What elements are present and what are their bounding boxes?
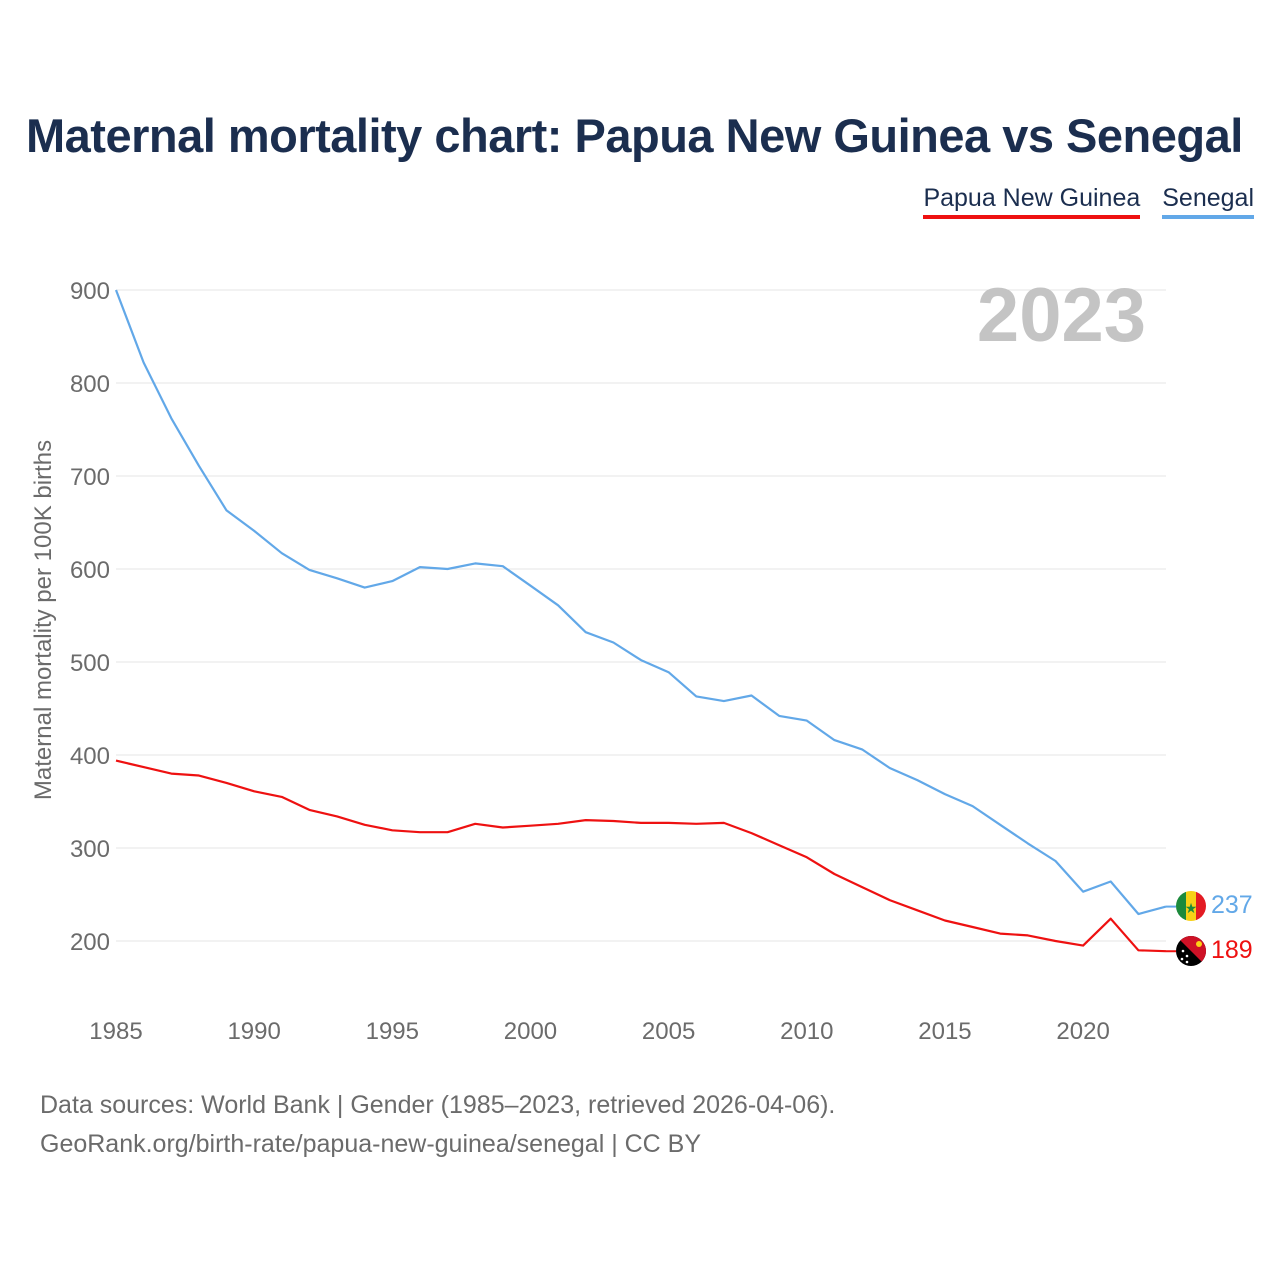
y-axis-ticks: 200 300 400 500 600 700 800 900 [70, 278, 110, 956]
x-tick-2010: 2010 [780, 1018, 833, 1045]
x-tick-2005: 2005 [642, 1018, 695, 1045]
x-tick-2000: 2000 [504, 1018, 557, 1045]
y-axis-label: Maternal mortality per 100K births [30, 440, 57, 800]
x-tick-1985: 1985 [89, 1018, 142, 1045]
data-source-note: Data sources: World Bank | Gender (1985–… [40, 1091, 836, 1119]
y-tick-400: 400 [70, 743, 110, 770]
x-tick-1990: 1990 [227, 1018, 280, 1045]
legend: Papua New Guinea Senegal [923, 184, 1254, 219]
series-line-papua-new-guinea [115, 759, 1167, 953]
y-tick-900: 900 [70, 278, 110, 305]
chart-title: Maternal mortality chart: Papua New Guin… [26, 109, 1243, 162]
end-value-senegal: 237 [1211, 891, 1253, 919]
legend-item-senegal[interactable]: Senegal [1162, 184, 1254, 219]
footer: Data sources: World Bank | Gender (1985–… [40, 1086, 835, 1164]
y-tick-800: 800 [70, 371, 110, 398]
svg-text:★: ★ [1185, 901, 1198, 917]
y-tick-700: 700 [70, 464, 110, 491]
y-tick-300: 300 [70, 836, 110, 863]
x-tick-2015: 2015 [918, 1018, 971, 1045]
legend-item-papua-new-guinea[interactable]: Papua New Guinea [923, 184, 1141, 219]
series-line-senegal [114, 289, 1167, 916]
x-tick-2020: 2020 [1056, 1018, 1109, 1045]
y-tick-500: 500 [70, 650, 110, 677]
senegal-flag-icon: ★ [1176, 891, 1206, 921]
end-value-papua-new-guinea: 189 [1211, 936, 1253, 964]
papua-new-guinea-flag-icon [1176, 936, 1206, 966]
series-lines [114, 289, 1176, 953]
x-tick-1995: 1995 [366, 1018, 419, 1045]
line-chart: 200 300 400 500 600 700 800 900 1985 1990 1995 200… [30, 273, 1253, 1045]
current-year-label: 2023 [977, 273, 1146, 358]
gridlines [116, 289, 1166, 942]
x-axis-ticks: 1985 1990 1995 2000 2005 2010 2015 2020 [89, 1018, 1109, 1045]
source-url: GeoRank.org/birth-rate/papua-new-guinea/… [40, 1130, 702, 1158]
y-tick-200: 200 [70, 929, 110, 956]
y-tick-600: 600 [70, 557, 110, 584]
